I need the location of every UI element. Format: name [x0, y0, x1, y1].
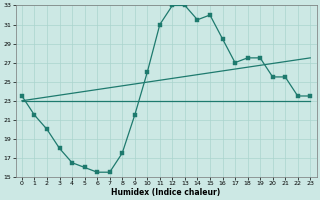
X-axis label: Humidex (Indice chaleur): Humidex (Indice chaleur): [111, 188, 221, 197]
